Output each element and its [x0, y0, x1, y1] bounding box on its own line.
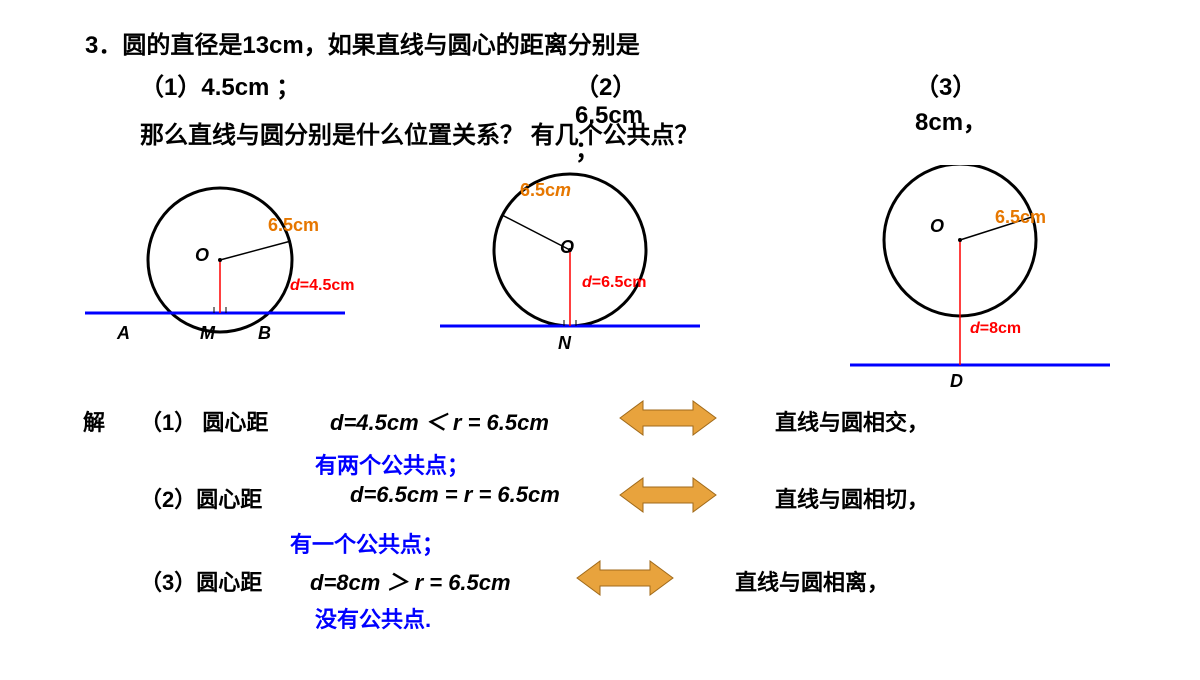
sol1-eq: d=4.5cm ＜ r = 6.5cm — [330, 405, 549, 437]
sol1-label: （1） 圆心距 — [140, 405, 268, 437]
sol3-label: （3）圆心距 — [140, 565, 262, 597]
sol3-result: 直线与圆相离， — [735, 565, 889, 597]
center-dot-3 — [958, 238, 962, 242]
sol3-points: 没有公共点. — [315, 602, 431, 634]
diagram-2 — [440, 165, 720, 395]
radius-label-3: 6.5cm — [995, 207, 1046, 228]
sol2-result: 直线与圆相切， — [775, 482, 929, 514]
sol1-result: 直线与圆相交， — [775, 405, 929, 437]
option-3: （3） 8cm， — [915, 67, 987, 137]
option-1: （1）4.5cm ； — [140, 74, 300, 101]
center-dot-1 — [218, 258, 222, 262]
double-arrow-1 — [618, 398, 718, 438]
point-D: D — [950, 371, 963, 392]
problem-line1: 3．圆的直径是13cm，如果直线与圆心的距离分别是 — [85, 25, 640, 60]
sol1-points: 有两个公共点； — [315, 448, 469, 480]
point-B: B — [258, 323, 271, 344]
problem-options: （1）4.5cm ； （2） 6.5cm ； （3） 8cm， — [140, 67, 300, 102]
diagrams-row: O 6.5cm d=4.5cm A M B O 6.5cm d=6.5cm N … — [0, 165, 1200, 395]
d-label-1: d=4.5cm — [290, 277, 355, 295]
double-arrow-2 — [618, 475, 718, 515]
radius-line-1 — [220, 241, 291, 260]
problem-number: 3． — [85, 32, 122, 59]
problem-question: 那么直线与圆分别是什么位置关系？ 有几个公共点？ — [140, 115, 699, 150]
center-label-2: O — [560, 237, 574, 258]
diagram-3 — [800, 165, 1120, 395]
problem-stem: 圆的直径是13cm，如果直线与圆心的距离分别是 — [122, 32, 639, 59]
point-A: A — [117, 323, 130, 344]
sol2-label: （2）圆心距 — [140, 482, 262, 514]
double-arrow-3 — [575, 558, 675, 598]
d-label-2: d=6.5cm — [582, 274, 647, 292]
point-M: M — [200, 323, 215, 344]
sol2-eq: d=6.5cm = r = 6.5cm — [350, 482, 560, 508]
sol2-points: 有一个公共点； — [290, 527, 444, 559]
solution-prefix: 解 — [83, 405, 105, 437]
center-label-1: O — [195, 245, 209, 266]
d-label-3: d=8cm — [970, 320, 1021, 338]
center-label-3: O — [930, 216, 944, 237]
sol3-eq: d=8cm ＞ r = 6.5cm — [310, 565, 511, 597]
radius-label-1: 6.5cm — [268, 215, 319, 236]
radius-label-2: 6.5cm — [520, 180, 571, 201]
point-N: N — [558, 333, 571, 354]
